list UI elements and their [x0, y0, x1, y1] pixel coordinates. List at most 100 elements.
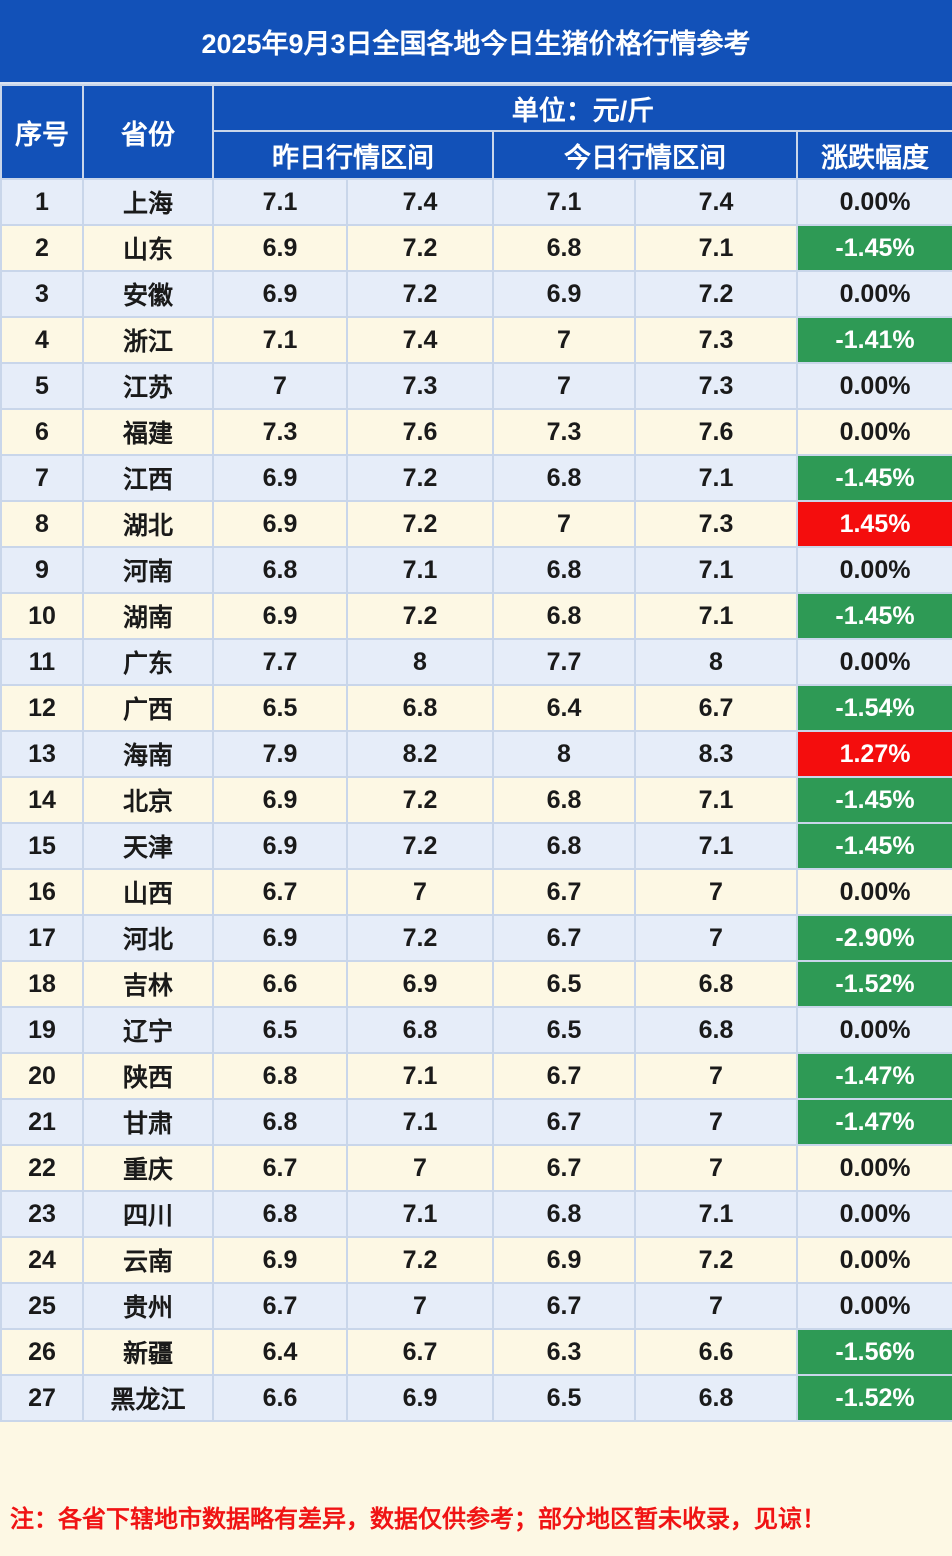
row-today-low: 6.7 [492, 1144, 636, 1192]
row-province: 江苏 [82, 362, 214, 410]
row-today-low: 7 [492, 500, 636, 548]
row-province: 福建 [82, 408, 214, 456]
row-yesterday-low: 6.9 [212, 500, 348, 548]
row-yesterday-low: 6.9 [212, 270, 348, 318]
row-today-low: 6.8 [492, 1190, 636, 1238]
row-yesterday-high: 7.2 [346, 822, 494, 870]
row-seq: 3 [0, 270, 84, 318]
row-change: 0.00% [795, 546, 952, 594]
row-today-low: 6.5 [492, 1006, 636, 1054]
row-today-high: 6.8 [634, 1374, 798, 1422]
row-yesterday-low: 6.9 [212, 822, 348, 870]
table-row: 16 山西 6.7 7 6.7 7 0.00% [0, 868, 952, 916]
row-seq: 23 [0, 1190, 84, 1238]
row-seq: 17 [0, 914, 84, 962]
header-province: 省份 [82, 84, 214, 180]
row-yesterday-high: 7.2 [346, 454, 494, 502]
row-yesterday-high: 7.2 [346, 592, 494, 640]
row-yesterday-low: 6.5 [212, 684, 348, 732]
row-change: 1.27% [795, 730, 952, 778]
row-today-low: 6.4 [492, 684, 636, 732]
table-row: 10 湖南 6.9 7.2 6.8 7.1 -1.45% [0, 592, 952, 640]
row-yesterday-high: 6.8 [346, 1006, 494, 1054]
row-yesterday-low: 6.9 [212, 776, 348, 824]
row-seq: 10 [0, 592, 84, 640]
row-yesterday-low: 7.7 [212, 638, 348, 686]
row-seq: 18 [0, 960, 84, 1008]
row-seq: 4 [0, 316, 84, 364]
row-today-low: 6.9 [492, 270, 636, 318]
row-yesterday-high: 7 [346, 1282, 494, 1330]
header-unit: 单位：元/斤 [211, 84, 952, 132]
row-today-low: 7.7 [492, 638, 636, 686]
row-yesterday-high: 6.7 [346, 1328, 494, 1376]
row-yesterday-low: 6.7 [212, 1282, 348, 1330]
row-today-high: 7 [634, 1282, 798, 1330]
row-yesterday-high: 7.4 [346, 178, 494, 226]
row-yesterday-high: 6.9 [346, 960, 494, 1008]
row-province: 吉林 [82, 960, 214, 1008]
row-yesterday-high: 8 [346, 638, 494, 686]
row-yesterday-low: 6.6 [212, 960, 348, 1008]
row-yesterday-low: 6.4 [212, 1328, 348, 1376]
table-row: 13 海南 7.9 8.2 8 8.3 1.27% [0, 730, 952, 778]
row-change: -1.56% [795, 1328, 952, 1376]
row-province: 甘肃 [82, 1098, 214, 1146]
row-change: -1.45% [795, 822, 952, 870]
row-province: 河南 [82, 546, 214, 594]
row-province: 安徽 [82, 270, 214, 318]
row-change: -1.47% [795, 1052, 952, 1100]
row-today-low: 6.8 [492, 592, 636, 640]
row-today-low: 8 [492, 730, 636, 778]
row-yesterday-high: 8.2 [346, 730, 494, 778]
header-today: 今日行情区间 [492, 130, 798, 180]
row-today-low: 6.7 [492, 1098, 636, 1146]
row-change: -1.45% [795, 224, 952, 272]
row-today-low: 6.3 [492, 1328, 636, 1376]
row-today-low: 7.1 [492, 178, 636, 226]
row-seq: 9 [0, 546, 84, 594]
header-row-2: 昨日行情区间 今日行情区间 涨跌幅度 [1, 130, 952, 180]
price-table: 序号 省份 单位：元/斤 昨日行情区间 今日行情区间 涨跌幅度 1 上海 7.1 7.… [0, 84, 952, 1422]
row-change: -1.54% [795, 684, 952, 732]
row-yesterday-high: 7.2 [346, 224, 494, 272]
row-today-low: 6.8 [492, 224, 636, 272]
table-row: 25 贵州 6.7 7 6.7 7 0.00% [0, 1282, 952, 1330]
row-yesterday-low: 6.8 [212, 1052, 348, 1100]
row-yesterday-low: 6.8 [212, 546, 348, 594]
row-today-high: 7 [634, 1098, 798, 1146]
row-province: 陕西 [82, 1052, 214, 1100]
row-seq: 15 [0, 822, 84, 870]
row-today-high: 7.2 [634, 270, 798, 318]
row-yesterday-low: 7 [212, 362, 348, 410]
row-yesterday-high: 7 [346, 868, 494, 916]
page-title: 2025年9月3日全国各地今日生猪价格行情参考 [0, 0, 952, 84]
row-seq: 8 [0, 500, 84, 548]
header-row-1: 序号 省份 单位：元/斤 [0, 84, 952, 180]
row-change: -1.45% [795, 776, 952, 824]
row-today-high: 7.1 [634, 454, 798, 502]
row-yesterday-low: 6.9 [212, 1236, 348, 1284]
table-row: 11 广东 7.7 8 7.7 8 0.00% [0, 638, 952, 686]
row-today-low: 6.8 [492, 546, 636, 594]
row-province: 云南 [82, 1236, 214, 1284]
row-province: 贵州 [82, 1282, 214, 1330]
row-yesterday-low: 6.7 [212, 1144, 348, 1192]
table-row: 3 安徽 6.9 7.2 6.9 7.2 0.00% [0, 270, 952, 318]
row-today-high: 7 [634, 1052, 798, 1100]
row-change: 1.45% [795, 500, 952, 548]
table-row: 7 江西 6.9 7.2 6.8 7.1 -1.45% [0, 454, 952, 502]
row-yesterday-high: 7 [346, 1144, 494, 1192]
row-today-low: 6.8 [492, 776, 636, 824]
row-seq: 22 [0, 1144, 84, 1192]
row-yesterday-low: 6.8 [212, 1190, 348, 1238]
row-change: 0.00% [795, 1236, 952, 1284]
table-row: 5 江苏 7 7.3 7 7.3 0.00% [0, 362, 952, 410]
table-row: 9 河南 6.8 7.1 6.8 7.1 0.00% [0, 546, 952, 594]
row-yesterday-high: 6.9 [346, 1374, 494, 1422]
table-row: 23 四川 6.8 7.1 6.8 7.1 0.00% [0, 1190, 952, 1238]
row-change: -1.47% [795, 1098, 952, 1146]
row-change: 0.00% [795, 270, 952, 318]
row-province: 黑龙江 [82, 1374, 214, 1422]
row-province: 四川 [82, 1190, 214, 1238]
